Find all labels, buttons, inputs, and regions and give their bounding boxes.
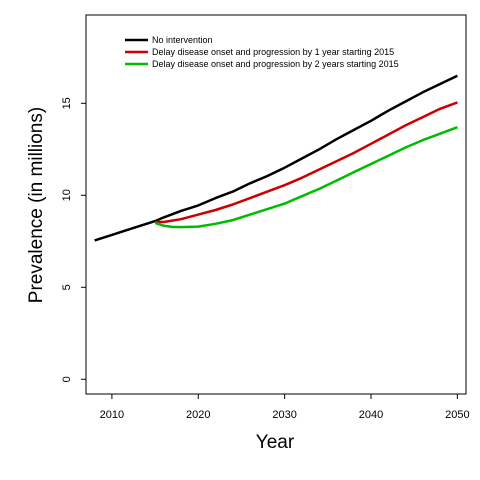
y-tick-label: 10 xyxy=(61,189,73,201)
series-line-1 xyxy=(94,74,458,242)
x-tick-label: 2050 xyxy=(445,409,469,421)
y-tick-label: 0 xyxy=(61,376,73,382)
legend: No intervention Delay disease onset and p… xyxy=(125,35,399,69)
axes: 2010 2020 2030 2040 2050 0 5 10 15 xyxy=(61,97,470,421)
series-line-2 xyxy=(155,101,458,224)
x-tick-label: 2010 xyxy=(100,409,124,421)
x-axis-title: Year xyxy=(256,432,295,453)
x-tick-label: 2040 xyxy=(359,409,383,421)
x-tick-label: 2030 xyxy=(272,409,296,421)
plot-frame xyxy=(85,14,467,395)
legend-label: No intervention xyxy=(152,35,213,45)
x-tick-label: 2020 xyxy=(186,409,210,421)
legend-label: Delay disease onset and progression by 1… xyxy=(152,47,394,57)
series-line-3 xyxy=(154,126,458,229)
series-lines xyxy=(94,74,458,242)
y-tick-label: 5 xyxy=(61,284,73,290)
legend-label: Delay disease onset and progression by 2… xyxy=(152,59,399,69)
y-tick-label: 15 xyxy=(61,97,73,109)
y-axis-title: Prevalence (in millions) xyxy=(26,107,47,303)
